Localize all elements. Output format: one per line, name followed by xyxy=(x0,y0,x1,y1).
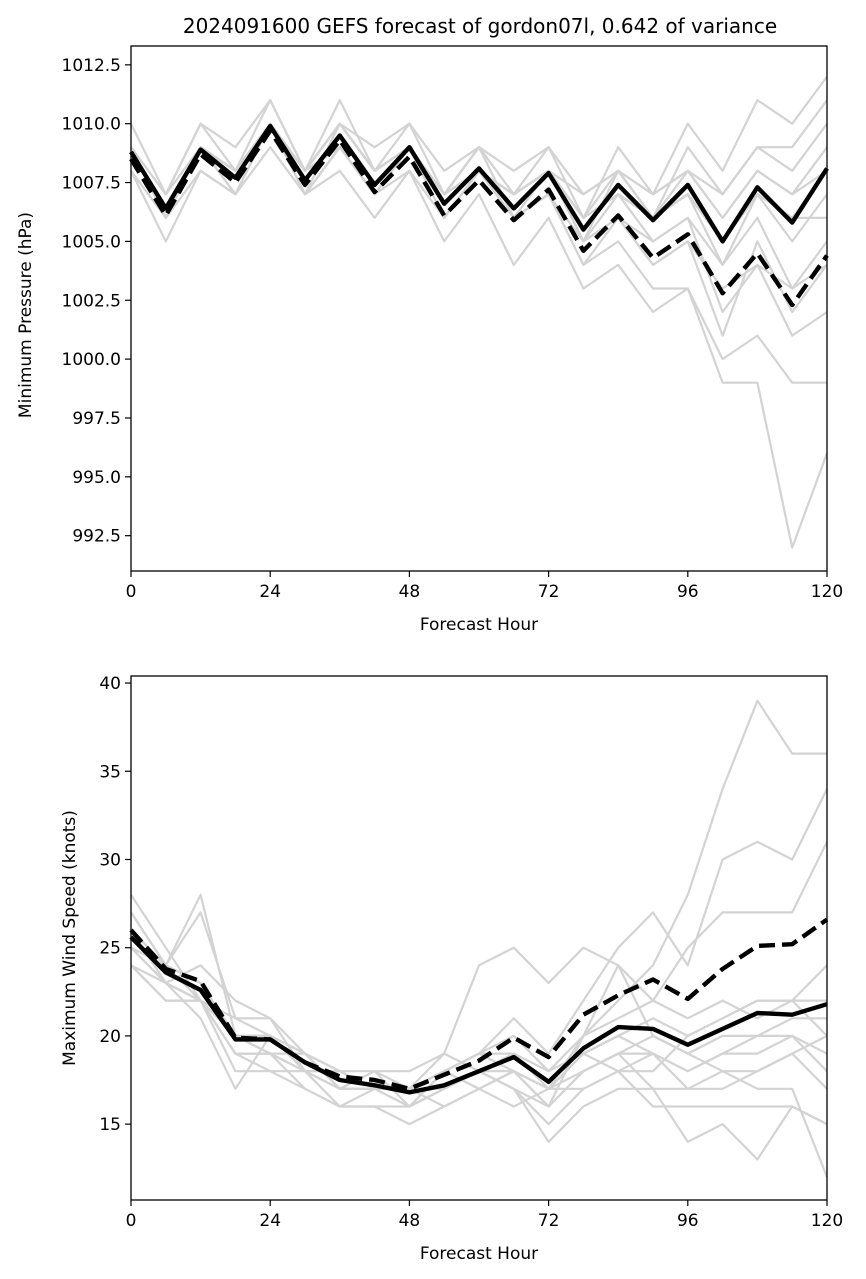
wind-panel: Forecast Hour Maximum Wind Speed (knots)… xyxy=(60,674,843,1264)
plot-area: 0 24 48 72 96 120 15 20 25 30 35 40 xyxy=(99,674,843,1231)
axes-frame xyxy=(130,45,828,572)
y-tick-label: 1002.5 xyxy=(62,291,121,311)
dashed-mean-line xyxy=(129,128,829,308)
x-tick-label: 72 xyxy=(538,1211,560,1231)
x-tick-label: 0 xyxy=(126,1211,137,1231)
y-tick-label: 997.5 xyxy=(72,409,121,429)
y-tick-label: 30 xyxy=(99,850,121,870)
y-tick-label: 1005.0 xyxy=(62,232,121,252)
y-axis-label: Minimum Pressure (hPa) xyxy=(16,212,36,418)
y-tick-label: 20 xyxy=(99,1027,121,1047)
y-tick-label: 992.5 xyxy=(72,527,121,547)
y-tick-label: 25 xyxy=(99,939,121,959)
plot-area: 0 24 48 72 96 120 992.5 995.0 997.5 1000.0 1002.5 1… xyxy=(62,45,843,602)
x-axis-label: Forecast Hour xyxy=(420,615,538,635)
y-tick-label: 995.0 xyxy=(72,468,121,488)
y-tick-label: 1000.0 xyxy=(62,350,121,370)
axes-frame xyxy=(130,675,828,1201)
x-tick-label: 24 xyxy=(259,582,281,602)
y-tick-label: 1010.0 xyxy=(62,115,121,135)
x-tick-label: 0 xyxy=(126,582,137,602)
x-tick-label: 96 xyxy=(677,582,699,602)
pressure-panel: 2024091600 GEFS forecast of gordon07l, 0… xyxy=(16,14,843,635)
y-tick-label: 15 xyxy=(99,1115,121,1135)
ensemble-member-line-3 xyxy=(130,146,829,549)
chart-title: 2024091600 GEFS forecast of gordon07l, 0… xyxy=(183,14,777,38)
y-axis-label: Maximum Wind Speed (knots) xyxy=(60,810,80,1066)
x-tick-label: 120 xyxy=(811,582,843,602)
y-tick-label: 1012.5 xyxy=(62,56,121,76)
x-axis-label: Forecast Hour xyxy=(420,1244,538,1264)
dashed-mean-line xyxy=(129,917,829,1092)
x-tick-label: 24 xyxy=(259,1211,281,1231)
y-tick-label: 35 xyxy=(99,762,121,782)
solid-mean-line xyxy=(129,123,829,244)
x-tick-label: 96 xyxy=(677,1211,699,1231)
ensemble-member-line-12 xyxy=(130,946,828,1090)
x-tick-label: 72 xyxy=(538,582,560,602)
x-tick-label: 120 xyxy=(811,1211,843,1231)
y-tick-label: 40 xyxy=(99,674,121,694)
x-tick-label: 48 xyxy=(399,582,421,602)
x-tick-label: 48 xyxy=(399,1211,421,1231)
y-tick-label: 1007.5 xyxy=(62,174,121,194)
